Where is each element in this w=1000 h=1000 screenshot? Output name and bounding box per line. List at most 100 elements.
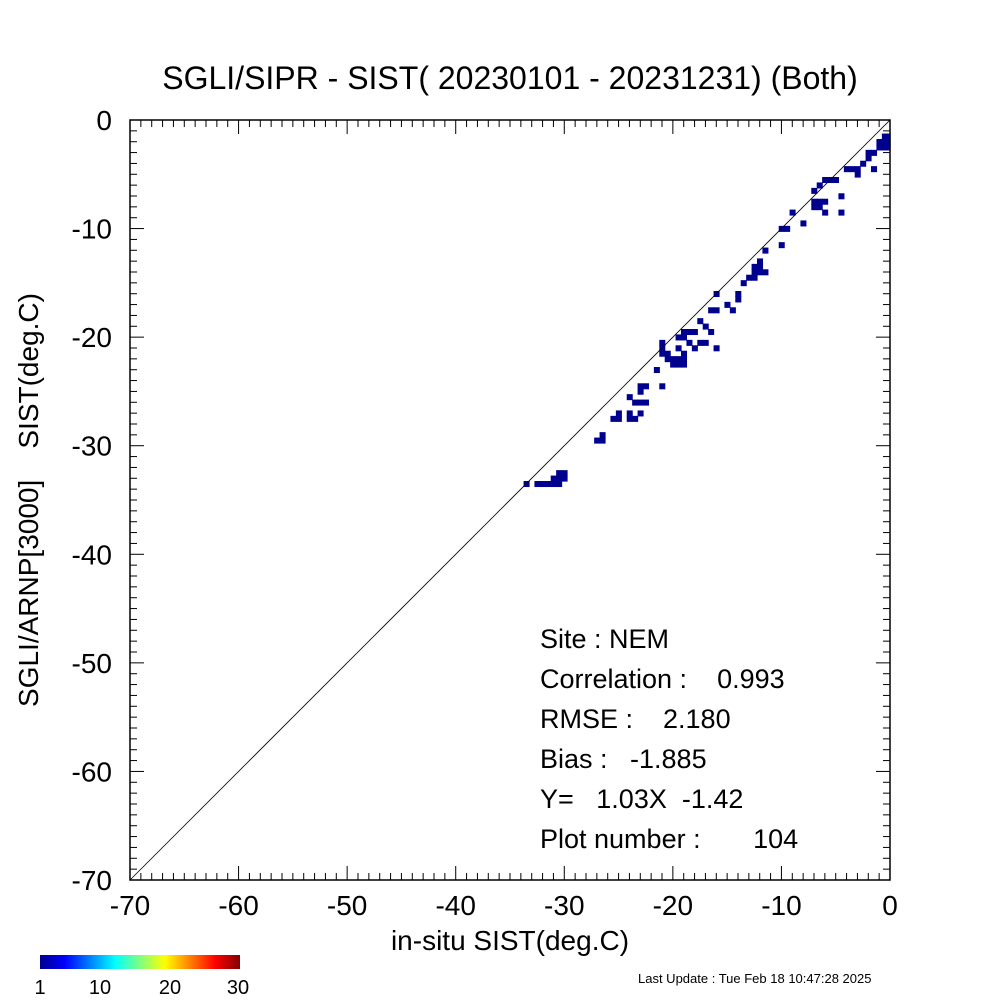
stats-box: Site : NEM Correlation : 0.993 RMSE : 2.… [540, 624, 798, 854]
data-point [746, 274, 753, 281]
x-tick-label: -20 [653, 890, 693, 921]
data-point [675, 356, 682, 363]
data-point [681, 361, 688, 368]
data-point [708, 329, 715, 336]
data-point [615, 410, 622, 417]
data-point [534, 481, 541, 488]
data-point [550, 481, 557, 488]
data-point [637, 388, 644, 395]
data-point [697, 318, 704, 325]
stat-regression: Y= 1.03X -1.42 [540, 784, 743, 814]
data-point [884, 133, 891, 140]
data-point [708, 307, 715, 314]
data-point [681, 329, 688, 336]
data-point [740, 280, 747, 287]
data-point [884, 139, 891, 146]
data-point [724, 301, 731, 308]
data-point [681, 350, 688, 357]
one-to-one-line [129, 119, 891, 881]
data-point [702, 323, 709, 330]
y-tick-label: -20 [72, 322, 112, 353]
x-tick-labels: -70 -60 -50 -40 -30 -20 -10 0 [110, 890, 898, 921]
x-tick-label: -40 [435, 890, 475, 921]
data-point [637, 399, 644, 406]
colorbar-label: 1 [34, 977, 45, 999]
data-point [757, 258, 764, 265]
data-point [653, 367, 660, 374]
y-tick-label: -60 [72, 756, 112, 787]
data-point [822, 198, 829, 205]
data-point [881, 144, 888, 151]
data-point [599, 432, 606, 439]
x-tick-label: -70 [110, 890, 150, 921]
colorbar-gradient [40, 955, 240, 969]
data-point [871, 166, 878, 173]
data-point [784, 225, 791, 232]
data-point [871, 149, 878, 156]
data-point [757, 263, 764, 270]
data-point [865, 149, 872, 156]
data-point [822, 177, 829, 184]
data-point [822, 209, 829, 216]
data-point [594, 437, 601, 444]
data-point [664, 350, 671, 357]
data-point [876, 139, 883, 146]
data-point [762, 247, 769, 254]
data-point [811, 187, 818, 194]
data-point [681, 334, 688, 341]
data-point [729, 307, 736, 314]
data-point [664, 356, 671, 363]
data-point [849, 166, 856, 173]
data-point [735, 296, 742, 303]
data-point [632, 399, 639, 406]
data-point [789, 209, 796, 216]
chart-title: SGLI/SIPR - SIST( 20230101 - 20231231) (… [162, 60, 857, 96]
y-tick-label: -70 [72, 865, 112, 896]
data-point [816, 204, 823, 211]
colorbar-label: 30 [227, 977, 249, 999]
data-point [659, 339, 666, 346]
minor-ticks [129, 119, 891, 881]
y-tick-labels: 0 -10 -20 -30 -40 -50 -60 -70 [72, 105, 112, 896]
data-point [545, 481, 552, 488]
data-point [523, 481, 530, 488]
data-point [800, 220, 807, 227]
y-tick-label: -10 [72, 214, 112, 245]
data-point [675, 345, 682, 352]
data-point [838, 209, 845, 216]
data-point [626, 410, 633, 417]
data-point [691, 345, 698, 352]
stat-site: Site : NEM [540, 624, 669, 654]
data-point [626, 394, 633, 401]
data-point [811, 204, 818, 211]
data-point [659, 383, 666, 390]
data-point [643, 383, 650, 390]
data-point [833, 177, 840, 184]
data-point [681, 356, 688, 363]
data-point [561, 470, 568, 477]
colorbar-labels: 1 10 20 30 [34, 977, 249, 999]
y-tick-label: 0 [96, 105, 112, 136]
data-point [615, 415, 622, 422]
data-point [860, 160, 867, 167]
data-point [556, 481, 563, 488]
data-point [713, 345, 720, 352]
data-point [556, 475, 563, 482]
x-tick-label: -60 [218, 890, 258, 921]
data-point [659, 345, 666, 352]
data-point [811, 198, 818, 205]
stat-plot-number: Plot number : 104 [540, 824, 798, 854]
data-point [735, 291, 742, 298]
data-point [838, 193, 845, 200]
data-point [675, 334, 682, 341]
data-point [713, 291, 720, 298]
data-point [751, 263, 758, 270]
data-point [751, 274, 758, 281]
data-point [751, 269, 758, 276]
data-point [686, 339, 693, 346]
data-point [691, 329, 698, 336]
x-tick-label: -50 [327, 890, 367, 921]
data-point [637, 410, 644, 417]
data-points [523, 133, 891, 488]
